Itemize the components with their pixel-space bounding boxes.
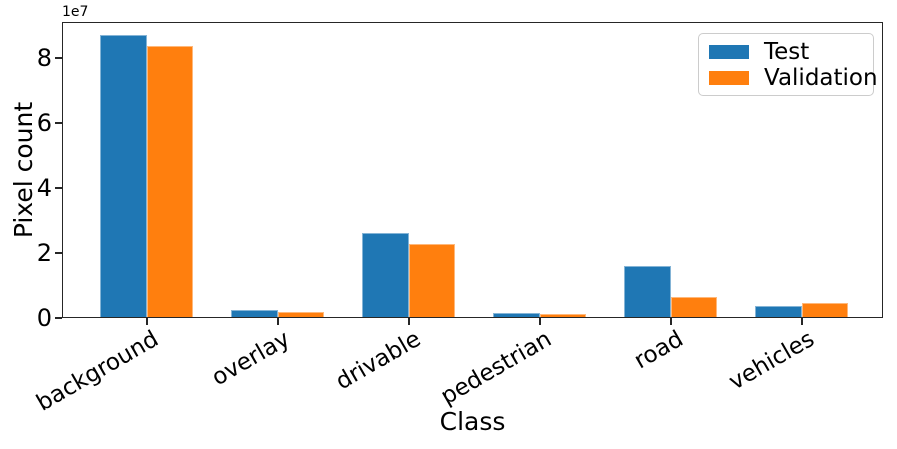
bar-test-background	[100, 35, 147, 318]
bar-validation-overlay	[277, 311, 324, 318]
x-tick-label-overlay: overlay	[207, 326, 295, 392]
bar-validation-background	[146, 46, 193, 318]
y-tick-label: 0	[36, 304, 52, 332]
bar-test-drivable	[362, 232, 409, 318]
x-axis-label: Class	[439, 407, 506, 436]
legend-label-test: Test	[764, 39, 810, 65]
x-tick-mark	[407, 318, 410, 325]
legend-label-validation: Validation	[764, 65, 878, 91]
bar-test-overlay	[231, 309, 278, 318]
y-axis-label: Pixel count	[9, 101, 38, 239]
x-tick-label-pedestrian: pedestrian	[436, 326, 557, 411]
y-tick-mark	[55, 56, 62, 59]
legend-item-validation: Validation	[709, 65, 878, 91]
bar-validation-vehicles	[801, 303, 848, 318]
x-tick-mark	[145, 318, 148, 325]
y-tick-label: 4	[36, 173, 52, 202]
y-tick-mark	[55, 317, 62, 319]
legend: Test Validation	[698, 33, 878, 96]
bar-validation-road	[670, 296, 717, 318]
x-tick-mark	[669, 318, 672, 325]
x-tick-label-drivable: drivable	[331, 326, 426, 396]
y-tick-mark	[55, 186, 62, 189]
x-tick-mark	[276, 318, 279, 325]
bar-test-road	[624, 265, 671, 318]
bar-test-vehicles	[755, 305, 802, 318]
x-tick-label-road: road	[629, 326, 688, 375]
x-tick-mark	[800, 318, 803, 325]
y-tick-label: 8	[36, 43, 52, 72]
y-axis-offset-label: 1e7	[62, 4, 89, 20]
y-tick-label: 2	[36, 238, 52, 267]
legend-item-test: Test	[709, 39, 863, 65]
y-tick-mark	[55, 121, 62, 124]
bar-validation-pedestrian	[539, 313, 586, 318]
x-tick-mark	[538, 318, 541, 325]
bar-test-pedestrian	[493, 313, 540, 318]
y-tick-mark	[55, 251, 62, 254]
bar-validation-drivable	[408, 243, 455, 318]
x-tick-label-vehicles: vehicles	[724, 326, 819, 396]
x-tick-label-background: background	[32, 326, 164, 417]
legend-swatch-test-icon	[709, 45, 749, 59]
legend-swatch-validation-icon	[709, 71, 749, 85]
y-tick-label: 6	[36, 108, 52, 137]
